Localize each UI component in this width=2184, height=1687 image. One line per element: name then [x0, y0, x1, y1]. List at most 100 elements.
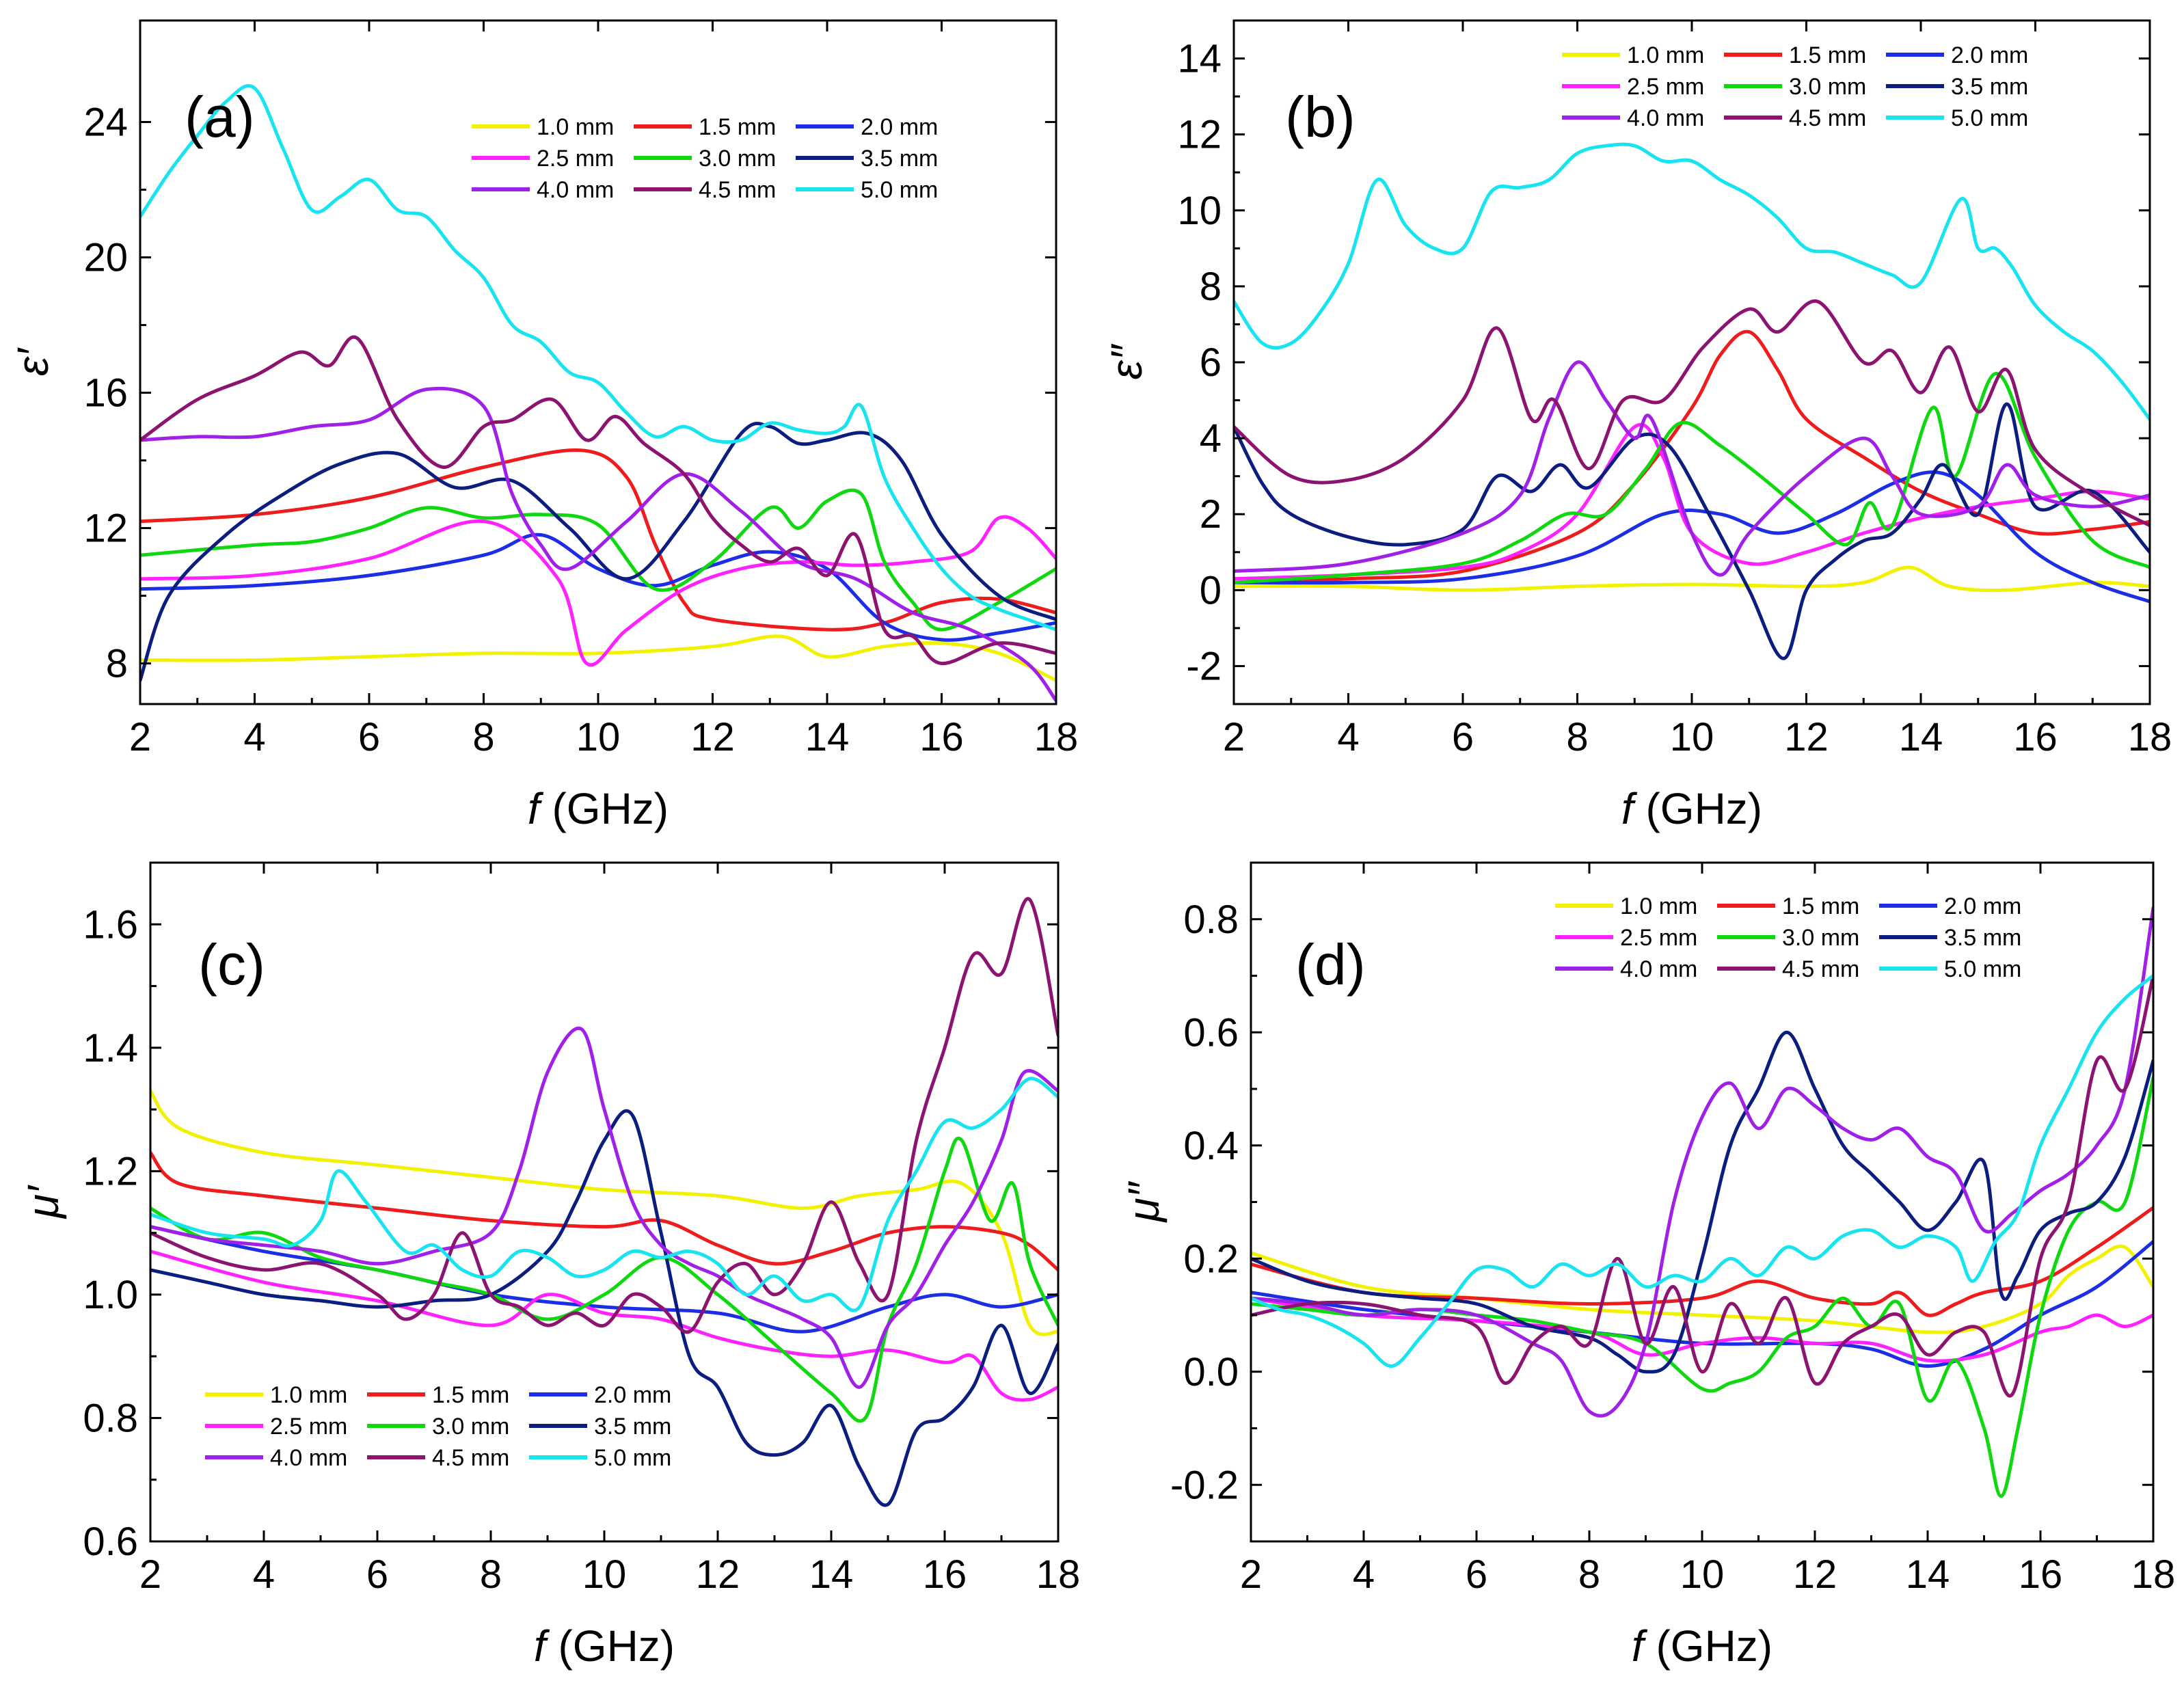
- x-tick-label: 2: [1223, 715, 1245, 759]
- legend-label: 5.0 mm: [861, 177, 938, 203]
- y-axis-label: μ′: [18, 1185, 68, 1219]
- series-line-2-0-mm: [1234, 470, 2150, 604]
- series-line-3-0-mm: [1234, 372, 2150, 584]
- legend-label: 2.5 mm: [1620, 925, 1697, 951]
- legend-label: 3.5 mm: [861, 146, 938, 172]
- y-tick-label: 0.8: [1183, 898, 1239, 942]
- legend-label: 5.0 mm: [1944, 956, 2021, 982]
- series-line-1-5-mm: [1234, 329, 2150, 584]
- legend-label: 2.0 mm: [861, 114, 938, 140]
- series-line-3-5-mm: [140, 421, 1056, 682]
- panel-tag: (d): [1295, 932, 1366, 997]
- x-tick-label: 16: [2013, 715, 2058, 759]
- y-tick-label: 0.4: [1183, 1124, 1239, 1168]
- legend-label: 3.0 mm: [1782, 925, 1859, 951]
- x-tick-label: 18: [1034, 715, 1079, 759]
- x-tick-label: 12: [690, 715, 735, 759]
- legend-label: 3.0 mm: [1789, 74, 1866, 100]
- y-tick-label: 6: [1200, 340, 1222, 385]
- series-line-3-0-mm: [1251, 1075, 2153, 1498]
- legend-label: 2.0 mm: [1944, 893, 2021, 919]
- series-line-5-0-mm: [140, 84, 1056, 632]
- y-tick-label: 14: [1177, 37, 1222, 81]
- series-line-4-0-mm: [1251, 906, 2153, 1418]
- legend-label: 5.0 mm: [1951, 105, 2028, 131]
- x-tick-label: 8: [480, 1552, 502, 1597]
- series-line-5-0-mm: [1251, 974, 2153, 1368]
- x-axis-label: f (GHz): [1621, 784, 1762, 833]
- legend-label: 4.0 mm: [270, 1445, 347, 1471]
- panel-tag: (c): [198, 932, 265, 997]
- series-line-2-5-mm: [150, 1250, 1058, 1402]
- x-axis-label: f (GHz): [528, 784, 669, 833]
- series-line-1-0-mm: [1251, 1244, 2153, 1334]
- y-tick-label: 0.2: [1183, 1237, 1239, 1281]
- legend-label: 3.5 mm: [594, 1414, 671, 1440]
- x-tick-label: 10: [1670, 715, 1714, 759]
- y-tick-label: 0.0: [1183, 1350, 1239, 1394]
- x-tick-label: 18: [2131, 1552, 2176, 1597]
- x-tick-label: 6: [1466, 1552, 1487, 1597]
- y-tick-label: 8: [1200, 265, 1222, 309]
- y-tick-label: 20: [83, 236, 128, 280]
- legend-label: 4.0 mm: [1627, 105, 1704, 131]
- y-axis-label: ε″: [1102, 343, 1151, 379]
- y-tick-label: 10: [1177, 189, 1222, 233]
- y-tick-label: 1.4: [83, 1026, 138, 1070]
- legend-label: 2.0 mm: [1951, 42, 2028, 68]
- legend-label: 1.0 mm: [270, 1382, 347, 1408]
- legend-label: 1.5 mm: [432, 1382, 509, 1408]
- x-tick-label: 18: [2128, 715, 2172, 759]
- x-axis-label-unit: (GHz): [1644, 1621, 1772, 1671]
- x-axis-label-unit: (GHz): [540, 784, 669, 833]
- series-line-4-5-mm: [140, 335, 1056, 666]
- series-line-2-5-mm: [140, 515, 1056, 667]
- x-tick-label: 4: [1353, 1552, 1375, 1597]
- series-line-3-5-mm: [1234, 402, 2150, 660]
- x-axis-label: f (GHz): [1632, 1621, 1772, 1671]
- legend-label: 1.0 mm: [1627, 42, 1704, 68]
- y-tick-label: 0.6: [83, 1520, 138, 1564]
- x-axis-label: f (GHz): [534, 1621, 675, 1671]
- x-tick-label: 8: [472, 715, 494, 759]
- x-tick-label: 12: [1784, 715, 1829, 759]
- legend-label: 3.0 mm: [699, 146, 776, 172]
- x-tick-label: 14: [809, 1552, 854, 1597]
- series-line-2-5-mm: [1251, 1296, 2153, 1363]
- y-tick-label: 8: [106, 642, 128, 686]
- series-line-1-0-mm: [1234, 565, 2150, 593]
- legend-label: 4.0 mm: [1620, 956, 1697, 982]
- panel-b: 2 4 6 8 10 12 14 16 18 -2 0 2 4 6 8 10 12 14 f (GHz) ε″ (b) 1…: [1102, 19, 2172, 833]
- x-tick-label: 8: [1578, 1552, 1600, 1597]
- series-line-3-0-mm: [150, 1137, 1058, 1423]
- legend: 1.0 mm 1.5 mm 2.0 mm 2.5 mm 3.0 mm 3.5 mm 4.0 …: [205, 1382, 671, 1471]
- legend-label: 1.0 mm: [537, 114, 614, 140]
- series-line-4-5-mm: [1251, 974, 2153, 1398]
- legend-label: 2.0 mm: [594, 1382, 671, 1408]
- series-line-4-5-mm: [1234, 299, 2150, 528]
- series-line-1-0-mm: [150, 1089, 1058, 1336]
- legend: 1.0 mm 1.5 mm 2.0 mm 2.5 mm 3.0 mm 3.5 mm 4.0 …: [1562, 42, 2028, 131]
- y-tick-label: 12: [1177, 113, 1222, 157]
- x-tick-label: 14: [1899, 715, 1943, 759]
- x-tick-label: 4: [253, 1552, 275, 1597]
- series-line-2-0-mm: [140, 532, 1056, 642]
- legend: 1.0 mm 1.5 mm 2.0 mm 2.5 mm 3.0 mm 3.5 mm 4.0 …: [1555, 893, 2021, 982]
- series-line-1-5-mm: [1251, 1206, 2153, 1317]
- series-line-1-0-mm: [140, 634, 1056, 682]
- x-tick-label: 10: [582, 1552, 627, 1597]
- legend-label: 3.0 mm: [432, 1414, 509, 1440]
- x-axis-label-unit: (GHz): [1634, 784, 1762, 833]
- y-tick-label: 0.6: [1183, 1010, 1239, 1055]
- plot-frame: [149, 861, 1060, 1543]
- x-tick-label: 14: [805, 715, 850, 759]
- y-tick-label: 1.0: [83, 1273, 138, 1317]
- y-tick-label: -0.2: [1170, 1463, 1239, 1507]
- legend-label: 3.5 mm: [1951, 74, 2028, 100]
- y-tick-label: 0: [1200, 568, 1222, 612]
- series-line-5-0-mm: [1234, 142, 2150, 421]
- series-line-2-0-mm: [150, 1225, 1058, 1334]
- x-tick-label: 6: [366, 1552, 388, 1597]
